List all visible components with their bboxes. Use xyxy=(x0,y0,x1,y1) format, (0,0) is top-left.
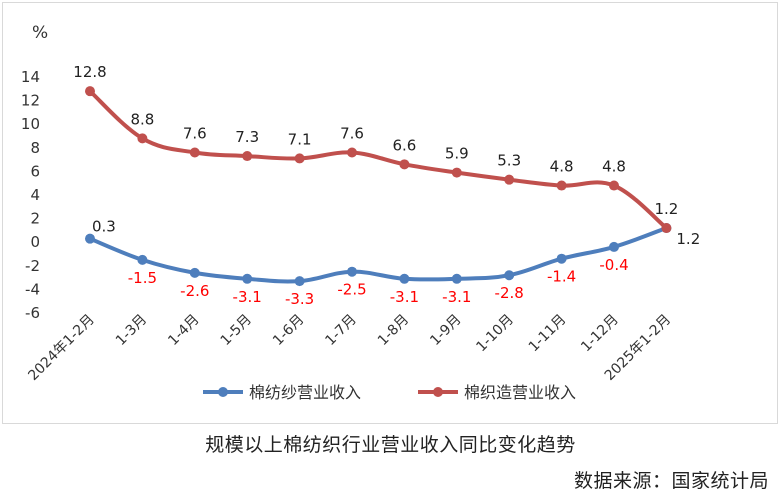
x-tick-label: 1-5月 xyxy=(218,312,255,349)
x-tick-label: 1-11月 xyxy=(526,312,570,356)
series-line-spinning xyxy=(88,226,669,284)
data-label-weaving: 5.3 xyxy=(497,152,521,170)
data-label-weaving: 4.8 xyxy=(550,158,574,176)
data-point-spinning xyxy=(137,254,148,265)
series-line-weaving xyxy=(88,89,669,230)
x-tick-label: 1-12月 xyxy=(578,312,622,356)
data-label-spinning: 1.2 xyxy=(676,230,700,248)
data-point-weaving xyxy=(399,159,410,170)
legend-label-weaving: 棉织造营业收入 xyxy=(464,383,576,402)
data-labels: 0.3 -1.5 -2.6 -3.1 -3.3 -2.5 -3.1 -3.1 -2.8 -1.4 -… xyxy=(73,63,700,308)
legend-marker-spinning xyxy=(218,387,228,397)
data-point-spinning xyxy=(556,253,567,264)
data-label-weaving: 5.9 xyxy=(445,145,469,163)
data-label-weaving: 7.1 xyxy=(288,130,312,148)
data-label-weaving: 4.8 xyxy=(602,158,626,176)
data-point-weaving xyxy=(347,147,357,158)
x-tick-label: 1-3月 xyxy=(113,312,150,349)
series-layer xyxy=(85,86,672,287)
data-point-spinning xyxy=(242,273,253,284)
y-tick-label: -6 xyxy=(25,304,40,322)
data-label-weaving: 7.6 xyxy=(183,125,207,143)
data-label-weaving: 12.8 xyxy=(73,63,106,81)
data-label-spinning: -0.4 xyxy=(599,256,628,274)
y-tick-label: 0 xyxy=(30,233,40,251)
legend: 棉纺纱营业收入 棉织造营业收入 xyxy=(203,383,576,402)
data-label-spinning: -2.5 xyxy=(337,281,366,299)
data-point-spinning xyxy=(85,233,95,244)
data-point-weaving xyxy=(189,147,200,158)
y-tick-label: 10 xyxy=(21,115,40,133)
y-axis: -6 -4 -2 0 2 4 6 8 10 12 14% xyxy=(21,23,48,322)
data-point-weaving xyxy=(556,180,567,191)
chart-source: 数据来源：国家统计局 xyxy=(573,470,769,492)
y-tick-label: 14 xyxy=(21,68,40,86)
chart-title: 规模以上棉纺织行业营业收入同比变化趋势 xyxy=(205,434,576,456)
data-point-spinning xyxy=(451,273,462,284)
data-point-spinning xyxy=(609,241,619,252)
data-label-spinning: -3.1 xyxy=(442,288,471,306)
data-label-spinning: -1.4 xyxy=(547,268,576,286)
x-tick-label: 1-7月 xyxy=(322,312,359,349)
x-tick-label: 2024年1-2月 xyxy=(25,312,97,384)
x-tick-label: 1-6月 xyxy=(270,312,307,349)
data-point-weaving xyxy=(609,180,619,191)
data-point-weaving xyxy=(242,151,253,162)
data-label-spinning: 0.3 xyxy=(92,218,116,236)
data-label-spinning: -2.6 xyxy=(180,282,209,300)
y-tick-label: -2 xyxy=(25,257,40,275)
data-point-spinning xyxy=(399,273,410,284)
data-point-weaving xyxy=(85,86,95,97)
y-tick-label: -4 xyxy=(25,280,40,298)
x-axis: 2024年1-2月 1-3月 1-4月 1-5月 1-6月 1-7月 1-8月 1-9月 1-1… xyxy=(25,312,674,384)
data-label-weaving: 7.6 xyxy=(340,125,364,143)
y-tick-label: 4 xyxy=(30,186,40,204)
y-tick-label: 2 xyxy=(30,210,40,228)
data-label-weaving: 8.8 xyxy=(130,110,154,128)
data-label-spinning: -3.1 xyxy=(233,288,262,306)
y-tick-label: 8 xyxy=(30,139,40,157)
data-label-spinning: -3.3 xyxy=(285,290,314,308)
data-point-weaving xyxy=(661,223,672,234)
data-label-weaving: 7.3 xyxy=(235,128,259,146)
data-point-spinning xyxy=(504,270,515,281)
legend-marker-weaving xyxy=(433,387,443,397)
x-tick-label: 1-4月 xyxy=(165,312,202,349)
data-label-spinning: -1.5 xyxy=(128,269,157,287)
data-point-weaving xyxy=(504,174,515,185)
data-label-weaving: 6.6 xyxy=(392,136,416,154)
x-tick-label: 1-8月 xyxy=(375,312,412,349)
data-point-weaving xyxy=(137,133,148,144)
data-point-spinning xyxy=(347,266,357,277)
y-tick-label: 6 xyxy=(30,162,40,180)
data-point-spinning xyxy=(189,267,200,278)
x-tick-label: 1-9月 xyxy=(427,312,464,349)
legend-label-spinning: 棉纺纱营业收入 xyxy=(249,383,361,402)
data-label-weaving: 1.2 xyxy=(654,200,678,218)
data-point-spinning xyxy=(294,276,305,287)
data-label-spinning: -2.8 xyxy=(495,284,524,302)
data-point-weaving xyxy=(451,167,462,178)
data-label-spinning: -3.1 xyxy=(390,288,419,306)
y-tick-label: 12 xyxy=(21,92,40,110)
y-axis-unit: % xyxy=(32,23,48,43)
x-tick-label: 1-10月 xyxy=(473,312,517,356)
data-point-weaving xyxy=(294,153,305,164)
line-chart: -6 -4 -2 0 2 4 6 8 10 12 14% 2024年1-2月 1-3月 1-4月 1-5月… xyxy=(21,23,700,402)
